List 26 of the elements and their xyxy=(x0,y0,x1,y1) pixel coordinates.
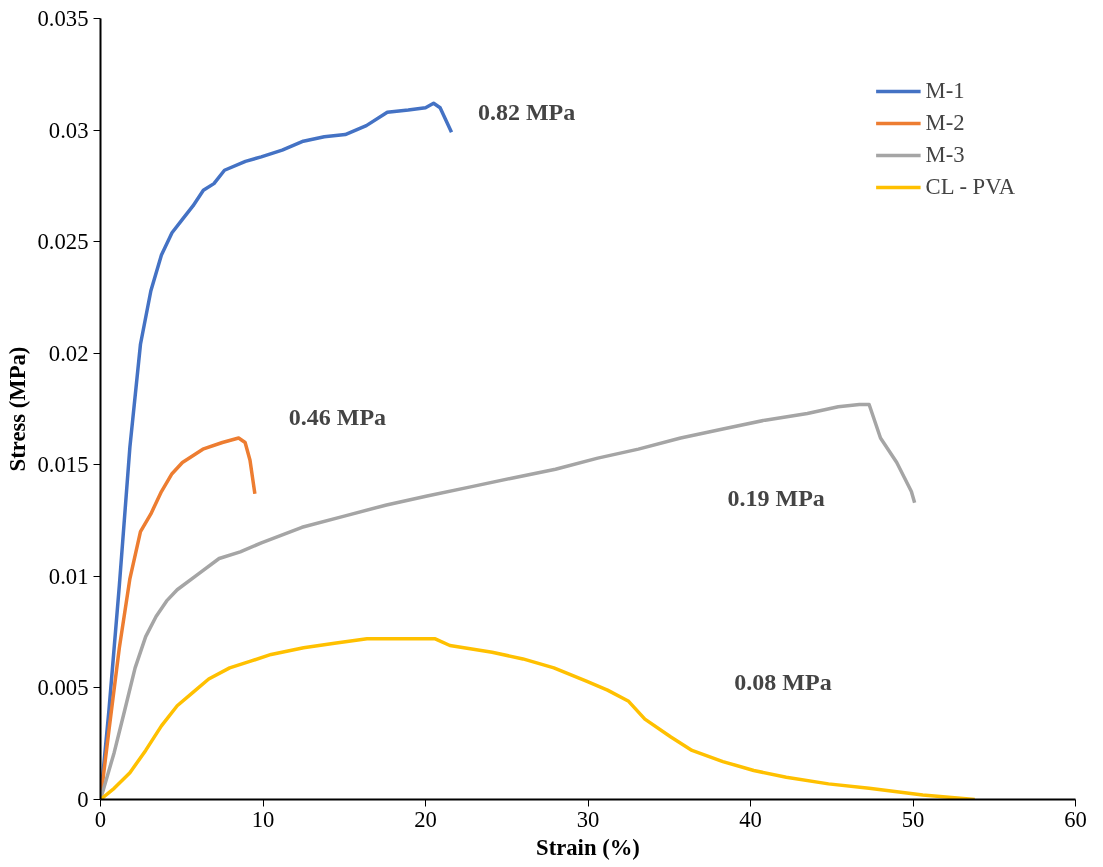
y-tick-label: 0.03 xyxy=(48,117,89,143)
y-tick-label: 0.025 xyxy=(37,229,89,255)
line-series xyxy=(100,637,977,800)
legend-label: M-2 xyxy=(925,110,965,136)
x-tick-label: 10 xyxy=(251,806,275,832)
y-tick-label: 0 xyxy=(77,787,89,812)
y-tick-label: 0.01 xyxy=(48,563,89,589)
annotation: 0.82 MPa xyxy=(477,99,576,126)
annotation: 0.46 MPa xyxy=(288,403,387,430)
x-tick-label: 40 xyxy=(739,806,762,832)
x-tick-label: 60 xyxy=(1064,806,1087,832)
x-axis-title: Strain (%) xyxy=(536,834,640,860)
annotation: 0.08 MPa xyxy=(734,668,832,695)
y-tick-label: 0.02 xyxy=(48,340,89,366)
y-tick-label: 0.035 xyxy=(37,6,89,31)
y-tick-label: 0.005 xyxy=(37,675,89,701)
x-tick-label: 50 xyxy=(901,806,925,832)
y-axis-title: Stress (MPa) xyxy=(4,346,30,472)
annotation: 0.19 MPa xyxy=(727,485,825,512)
x-tick-label: 20 xyxy=(414,806,437,832)
legend-label: M-3 xyxy=(925,142,965,168)
y-tick-label: 0.015 xyxy=(37,452,89,478)
legend-label: CL - PVA xyxy=(925,174,1015,200)
x-tick-label: 30 xyxy=(576,806,600,832)
legend-label: M-1 xyxy=(925,78,965,104)
x-tick-label: 0 xyxy=(94,806,107,832)
